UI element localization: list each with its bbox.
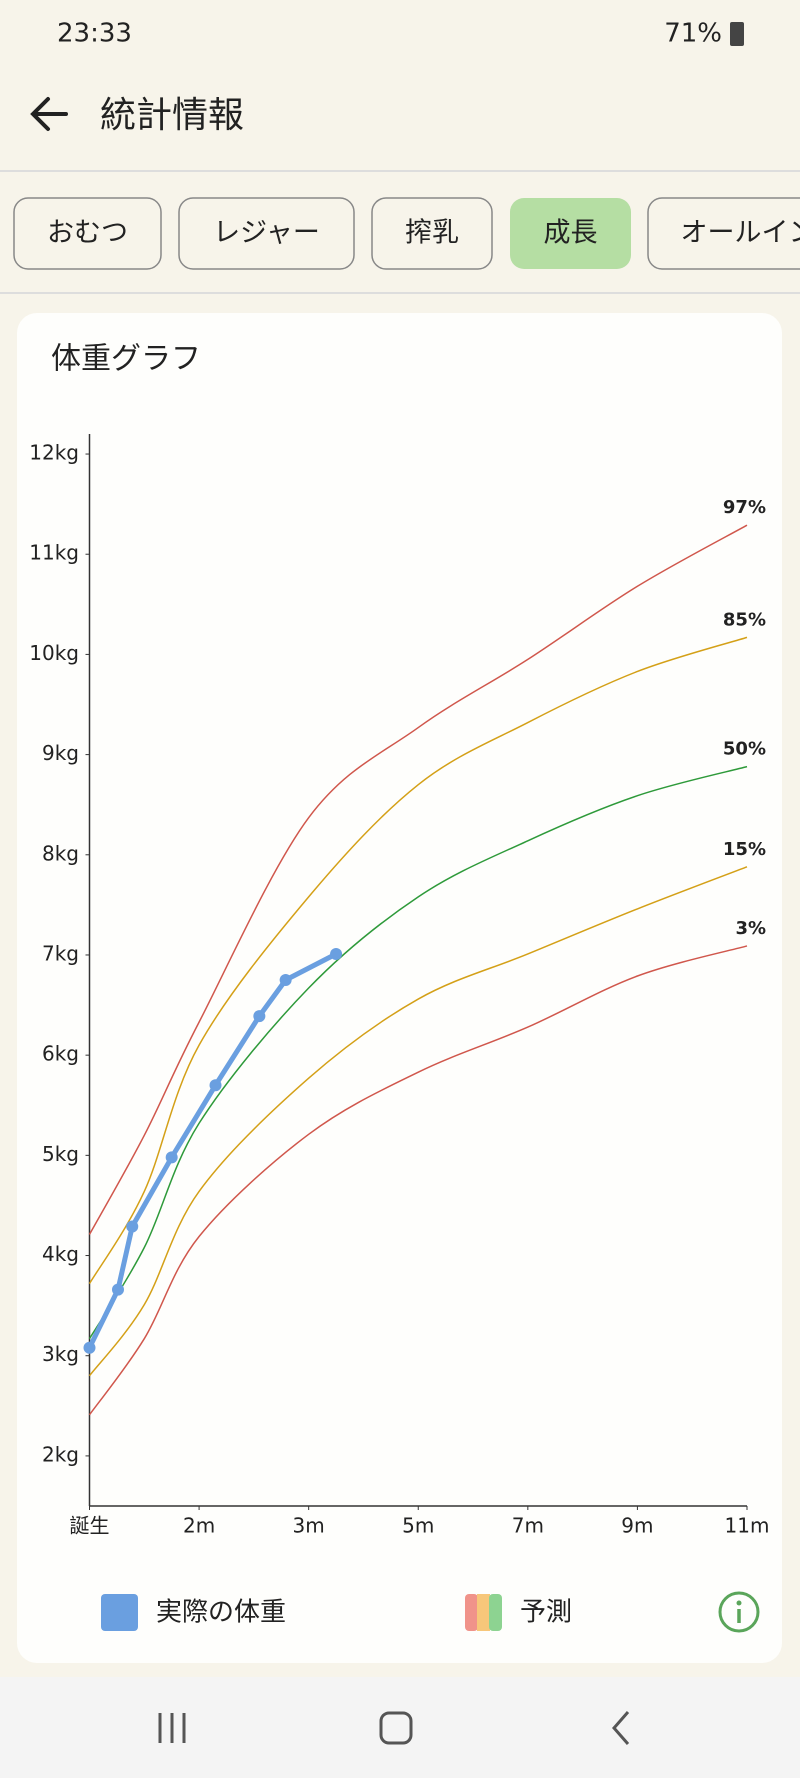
weight-point — [126, 1220, 139, 1233]
y-tick-label: 4kg — [42, 1242, 79, 1266]
tab-label: オールイン — [681, 218, 800, 249]
x-tick-label: 7m — [512, 1514, 544, 1538]
back-button[interactable] — [30, 97, 68, 131]
tab-background — [178, 197, 355, 270]
percentile-label: 15% — [723, 839, 766, 860]
back-icon — [612, 1711, 630, 1745]
percentile-line — [88, 636, 748, 1284]
tab-label: 成長 — [544, 218, 598, 249]
y-tick-label: 5kg — [42, 1142, 79, 1166]
tab[interactable]: オールイン — [647, 197, 800, 270]
percentile-label: 85% — [723, 609, 766, 630]
home-icon — [379, 1711, 413, 1745]
y-tick-label: 3kg — [42, 1342, 79, 1366]
battery-icon — [730, 22, 744, 46]
legend: 実際の体重 予測 — [101, 1591, 760, 1633]
tab-background — [371, 197, 493, 270]
weight-point — [209, 1079, 222, 1092]
weight-point — [165, 1151, 178, 1164]
legend-label: 実際の体重 — [156, 1598, 286, 1628]
nav-home[interactable] — [379, 1711, 413, 1745]
tab-bar: おむつ レジャー 搾乳 成長 オールイン — [13, 197, 800, 270]
y-tick-label: 11kg — [29, 541, 79, 565]
y-tick-label: 10kg — [29, 641, 79, 665]
nav-recents[interactable] — [158, 1713, 186, 1743]
tab-background — [647, 197, 800, 270]
legend-swatch — [477, 1594, 490, 1631]
y-tick-label: 12kg — [29, 441, 79, 465]
back-arrow — [30, 97, 68, 131]
plot: 2kg 3kg 4kg 5kg 6kg 7kg 8kg 9kg 10kg 11kg 12kg 誕生 2m… — [29, 434, 769, 1538]
x-tick-label: 11m — [725, 1514, 770, 1538]
tab-label: おむつ — [47, 218, 128, 249]
tab[interactable]: レジャー — [178, 197, 355, 270]
x-tick-label: 5m — [402, 1514, 434, 1538]
weight-point — [111, 1283, 124, 1296]
tab-background — [13, 197, 162, 270]
tab[interactable]: 搾乳 — [371, 197, 493, 270]
percentile-label: 3% — [735, 918, 766, 939]
tab-label: レジャー — [213, 218, 320, 249]
percentile-line — [88, 945, 748, 1416]
percentile-label: 50% — [723, 739, 766, 760]
chart-card — [17, 313, 782, 1663]
y-tick-label: 8kg — [42, 841, 79, 865]
legend-swatch — [465, 1594, 478, 1631]
x-tick-label: 3m — [293, 1514, 325, 1538]
y-tick-label: 7kg — [42, 941, 79, 965]
y-tick-label: 6kg — [42, 1042, 79, 1066]
weight-point — [83, 1341, 96, 1354]
status-time: 23:33 — [57, 19, 132, 49]
info-icon — [718, 1591, 760, 1633]
header-title: 統計情報 — [100, 95, 244, 136]
battery-level: 71% — [664, 19, 722, 49]
legend-label: 予測 — [520, 1598, 572, 1628]
info-button[interactable] — [718, 1591, 760, 1633]
y-tick-label: 2kg — [42, 1442, 79, 1466]
percentile-label: 97% — [723, 497, 766, 518]
tab-label: 搾乳 — [405, 218, 459, 249]
percentile-line — [88, 765, 748, 1340]
x-tick-label: 誕生 — [70, 1514, 110, 1538]
weight-point — [253, 1010, 266, 1023]
percentile-line — [88, 524, 748, 1235]
recents-icon — [158, 1713, 186, 1743]
tab-background — [510, 198, 631, 269]
y-tick-label: 9kg — [42, 741, 79, 765]
nav-bar — [0, 1677, 800, 1778]
weight-point — [279, 974, 292, 987]
x-tick-label: 2m — [183, 1514, 215, 1538]
weight-line — [87, 951, 338, 1349]
percentile-line — [88, 866, 748, 1377]
weight-point — [330, 947, 343, 960]
chart-title: 体重グラフ — [51, 342, 201, 377]
nav-back[interactable] — [612, 1711, 630, 1745]
x-tick-label: 9m — [621, 1514, 653, 1538]
tab[interactable]: 成長 — [510, 198, 631, 269]
tab[interactable]: おむつ — [13, 197, 162, 270]
info-dot — [736, 1600, 742, 1606]
legend-swatch — [101, 1594, 138, 1631]
legend-swatch — [489, 1594, 502, 1631]
